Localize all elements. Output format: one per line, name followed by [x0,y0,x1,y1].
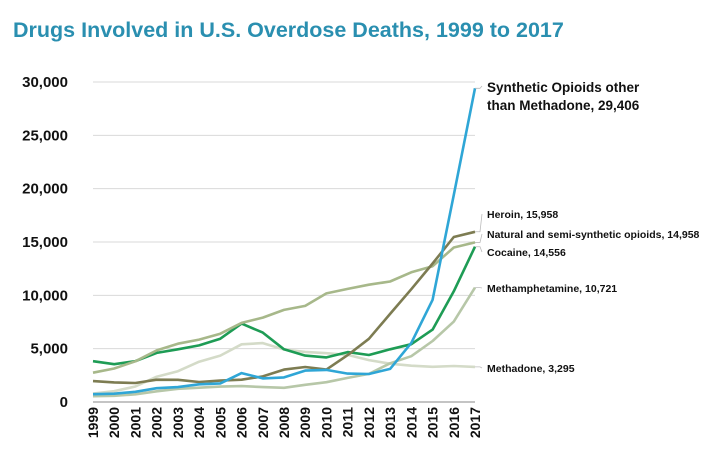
x-tick-label: 2001 [127,407,143,438]
label-leader [475,366,483,369]
x-tick-label: 2013 [382,407,398,438]
x-tick-label: 2017 [467,407,483,438]
series-label: Heroin, 15,958 [487,209,558,221]
x-tick-label: 2006 [234,407,250,438]
series-lines [92,88,477,398]
label-leader [475,233,483,243]
series-label: Methamphetamine, 10,721 [487,283,617,295]
x-tick-label: 2005 [212,407,228,438]
series-label: than Methadone, 29,406 [487,98,640,113]
x-tick-label: 2012 [361,407,377,438]
series-label: Methadone, 3,295 [487,363,575,375]
series-line-0 [92,88,477,396]
series-label: Synthetic Opioids other [487,80,640,95]
x-tick-label: 2011 [340,407,356,438]
x-tick-label: 2014 [403,407,419,438]
x-tick-label: 2007 [255,407,271,438]
y-tick-label: 5,000 [30,341,68,358]
series-line-4 [92,286,477,398]
series-labels: Synthetic Opioids other than Methadone, 2… [475,80,700,375]
label-leader [475,85,483,89]
y-tick-label: 30,000 [22,74,68,91]
x-tick-label: 2002 [149,407,165,438]
y-tick-label: 0 [60,394,68,411]
series-line-1 [92,230,476,385]
y-tick-label: 20,000 [22,181,68,198]
x-tick-label: 2003 [170,407,186,438]
x-tick-label: 2008 [276,407,292,438]
chart-title: Drugs Involved in U.S. Overdose Deaths, … [13,18,564,42]
y-axis-ticks: 0 5,000 10,000 15,000 20,000 25,000 30,000 [22,74,68,411]
series-label: Natural and semi-synthetic opioids, 14,9… [487,229,700,241]
y-tick-label: 25,000 [22,127,68,144]
y-tick-label: 15,000 [22,234,68,251]
label-leader [475,246,483,253]
series-line-3 [92,246,477,366]
label-leader [475,213,483,233]
x-tick-label: 2004 [191,407,207,438]
x-tick-label: 2010 [318,407,334,438]
x-tick-label: 2009 [297,407,313,438]
series-line-2 [92,241,476,374]
x-tick-label: 2016 [446,407,462,438]
y-tick-label: 10,000 [22,287,68,304]
x-tick-label: 2015 [425,407,441,438]
series-label: Cocaine, 14,556 [487,247,566,259]
x-tick-label: 2000 [106,407,122,438]
x-axis-ticks: 1999 2000 2001 2002 2003 2004 2005 2006 2007 2008… [85,407,483,438]
x-tick-label: 1999 [85,407,101,438]
